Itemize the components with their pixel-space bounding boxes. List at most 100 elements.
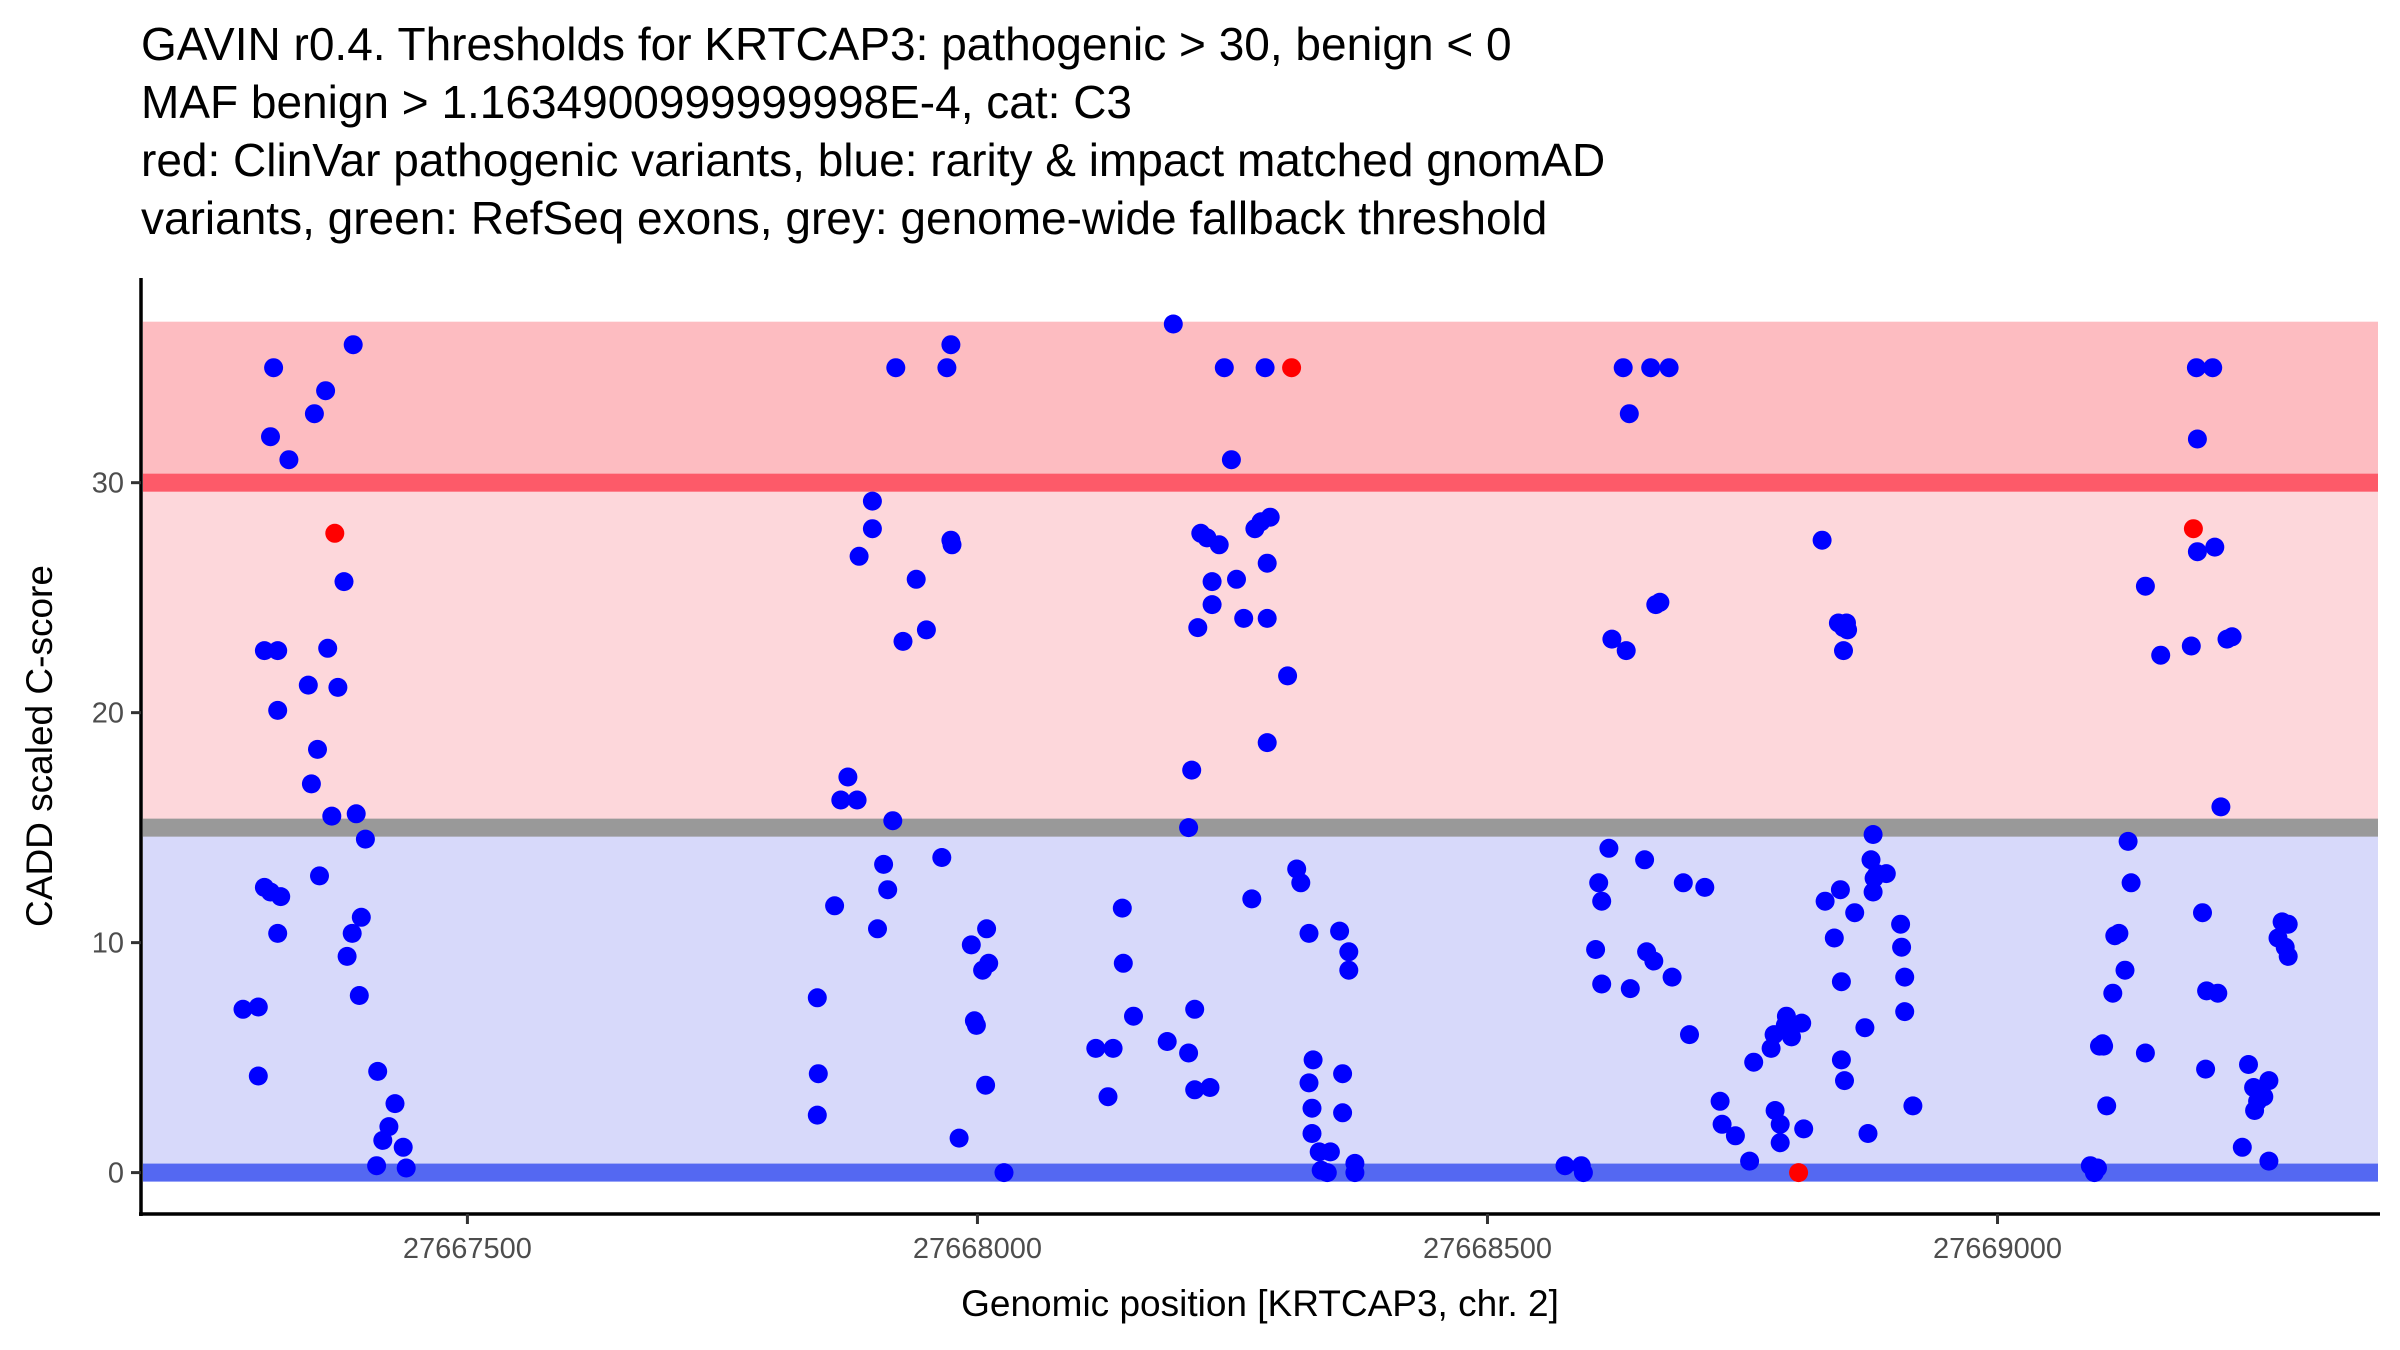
gnomad-variant-point — [393, 1137, 413, 1157]
gnomad-variant-point — [1317, 1163, 1337, 1183]
gnomad-variant-point — [2211, 797, 2231, 817]
gnomad-variant-point — [1830, 880, 1850, 900]
gnomad-variant-point — [1320, 1142, 1340, 1162]
gnomad-variant-point — [886, 358, 906, 378]
gnomad-variant-point — [2115, 960, 2135, 980]
gnomad-variant-point — [1555, 1156, 1575, 1176]
gnomad-variant-point — [2088, 1158, 2107, 1178]
x-tick-label: 27669000 — [1933, 1233, 2062, 1265]
gnomad-variant-point — [1573, 1163, 1593, 1183]
gnomad-variant-point — [264, 358, 284, 378]
benign-region — [143, 827, 2378, 1173]
gnomad-variant-point — [254, 641, 274, 661]
gnomad-variant-point — [1831, 972, 1851, 992]
gnomad-variant-point — [1185, 1080, 1205, 1100]
clinvar-pathogenic-point — [1789, 1163, 1809, 1183]
gnomad-variant-point — [1824, 928, 1844, 948]
gnomad-variant-point — [1725, 1126, 1745, 1146]
genome-wide-fallback-threshold-line — [143, 818, 2378, 837]
gnomad-variant-point — [862, 519, 882, 539]
gnomad-variant-point — [1845, 903, 1865, 923]
gnomad-variant-point — [878, 880, 898, 900]
gnomad-variant-point — [2103, 983, 2123, 1003]
gnomad-variant-point — [1776, 1006, 1796, 1026]
gnomad-variant-point — [1834, 641, 1853, 661]
gnomad-variant-point — [2135, 1043, 2155, 1063]
gnomad-variant-point — [367, 1156, 387, 1176]
gnomad-variant-point — [1876, 864, 1896, 884]
gnomad-variant-point — [1302, 1098, 1322, 1118]
gnomad-variant-point — [831, 790, 851, 810]
gnomad-variant-point — [261, 427, 280, 447]
gnomad-variant-point — [1086, 1038, 1106, 1058]
gnomad-variant-point — [2181, 636, 2201, 656]
gnomad-variant-point — [316, 381, 336, 401]
gnomad-variant-point — [1782, 1027, 1801, 1047]
gnomad-variant-point — [268, 700, 288, 720]
gnomad-variant-point — [849, 546, 869, 566]
gnomad-variant-point — [1260, 507, 1280, 527]
gnomad-variant-point — [2222, 627, 2242, 647]
gnomad-variant-point — [1644, 951, 1664, 971]
gnomad-variant-point — [1831, 1050, 1851, 1070]
gnomad-variant-point — [1255, 358, 1275, 378]
gnomad-variant-point — [1895, 1002, 1915, 1022]
gnomad-variant-point — [2259, 1151, 2279, 1171]
gnomad-variant-point — [1616, 641, 1636, 661]
gnomad-variant-point — [2196, 1059, 2216, 1079]
gnomad-variant-point — [2208, 983, 2228, 1003]
gnomad-variant-point — [1586, 940, 1606, 959]
gnomad-variant-point — [1163, 314, 1183, 334]
gnomad-variant-point — [248, 1066, 268, 1086]
gnomad-variant-point — [2186, 358, 2206, 378]
gnomad-variant-point — [279, 450, 299, 470]
gnomad-variant-point — [1214, 358, 1234, 378]
gnomad-variant-point — [1838, 620, 1858, 640]
gnomad-variant-point — [807, 988, 827, 1008]
title-line-2: MAF benign > 1.1634900999999998E-4, cat:… — [141, 76, 1132, 128]
gnomad-variant-point — [268, 641, 288, 661]
gnomad-variant-point — [1227, 569, 1246, 589]
gnomad-variant-point — [304, 404, 324, 424]
gnomad-variant-point — [1257, 553, 1277, 573]
clinvar-pathogenic-point — [1282, 358, 1302, 378]
gnomad-variant-point — [1333, 1064, 1353, 1084]
gnomad-variant-point — [1179, 1043, 1199, 1063]
gnomad-variant-point — [2097, 1096, 2117, 1116]
gnomad-variant-point — [941, 335, 961, 355]
x-tick-label: 27668000 — [913, 1233, 1042, 1265]
gnomad-variant-point — [1673, 873, 1693, 893]
gnomad-variant-point — [893, 631, 913, 651]
gnomad-variant-point — [1613, 358, 1633, 378]
title-line-1: GAVIN r0.4. Thresholds for KRTCAP3: path… — [141, 18, 1512, 70]
gnomad-variant-point — [1650, 592, 1670, 612]
gnomad-variant-point — [2278, 914, 2298, 934]
gnomad-variant-point — [1098, 1087, 1118, 1107]
gnomad-variant-point — [961, 935, 981, 955]
gnomad-variant-point — [1641, 358, 1661, 378]
gnomad-variant-point — [385, 1094, 405, 1114]
gnomad-variant-point — [1113, 953, 1133, 973]
x-axis-title: Genomic position [KRTCAP3, chr. 2] — [961, 1283, 1559, 1324]
title-line-3: red: ClinVar pathogenic variants, blue: … — [141, 134, 1605, 186]
gnomad-variant-point — [310, 866, 329, 886]
gnomad-variant-point — [351, 907, 371, 927]
gnomad-variant-point — [883, 811, 903, 831]
gnomad-variant-point — [2205, 537, 2225, 557]
threshold-bands — [143, 321, 2378, 1173]
y-tick-label: 30 — [92, 468, 124, 500]
gnomad-variant-point — [1858, 1124, 1878, 1143]
gnomad-variant-point — [2093, 1034, 2113, 1054]
gnomad-variant-point — [1744, 1052, 1764, 1072]
gnomad-variant-point — [1242, 889, 1262, 909]
gnomad-variant-point — [1303, 1050, 1323, 1070]
gnomad-variant-point — [1815, 891, 1835, 911]
gnomad-variant-point — [1835, 1071, 1854, 1091]
threshold-lines — [143, 473, 2378, 1182]
gnomad-variant-point — [838, 767, 858, 787]
gnomad-variant-point — [2151, 645, 2171, 665]
gnomad-variant-point — [1602, 629, 1622, 649]
y-axis-title: CADD scaled C-score — [19, 565, 60, 927]
gnomad-variant-point — [937, 358, 957, 378]
